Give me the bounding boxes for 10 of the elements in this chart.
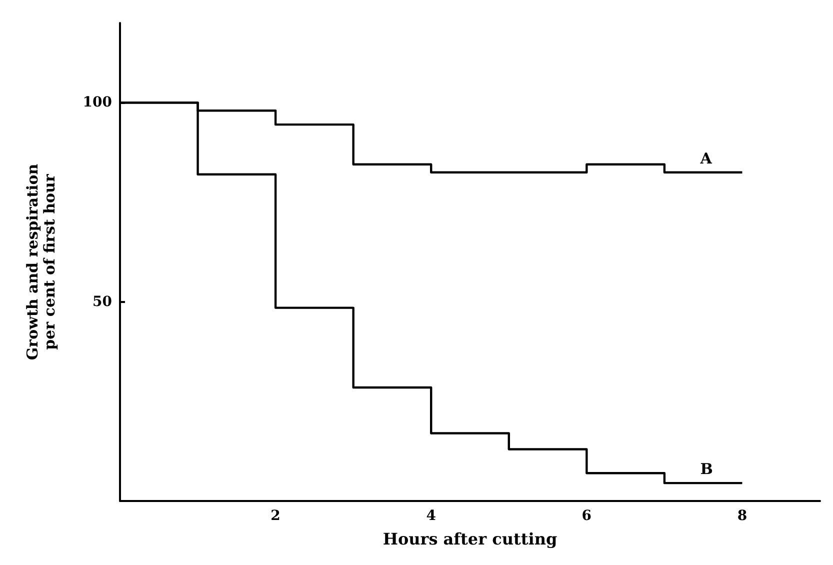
- x-tick-label: 2: [270, 508, 280, 524]
- series-label: A: [699, 149, 712, 168]
- series-label: B: [700, 460, 713, 478]
- y-axis-title: Growth and respiration per cent of first hour: [24, 164, 58, 360]
- y-tick-label: 50: [92, 294, 112, 310]
- x-tick-label: 8: [737, 508, 748, 524]
- x-tick-label: 6: [582, 508, 592, 524]
- x-tick-label: 4: [426, 508, 436, 524]
- x-axis-title: Hours after cutting: [382, 530, 558, 548]
- y-tick-label: 100: [82, 94, 112, 111]
